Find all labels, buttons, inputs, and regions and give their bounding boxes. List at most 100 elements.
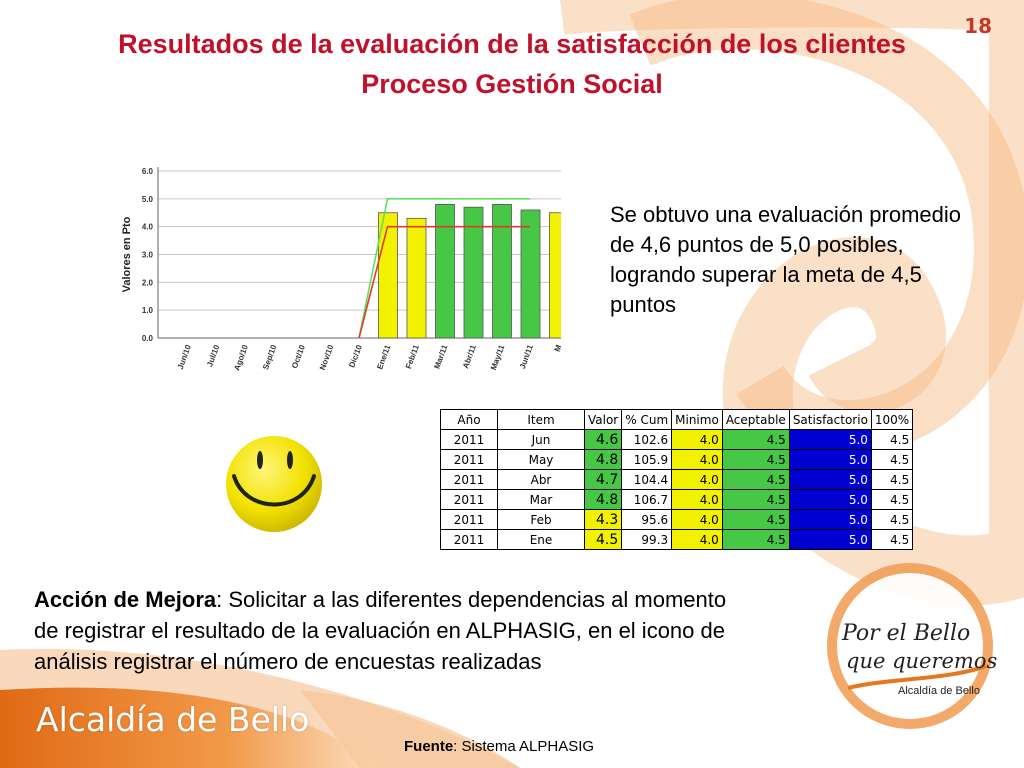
x-tick-label: M: [553, 343, 561, 353]
campaign-line3: Alcaldía de Bello: [898, 685, 980, 697]
bar: [520, 209, 541, 339]
cell-valor: 4.6: [583, 429, 623, 450]
cell-satisfactorio: 5.0: [788, 429, 872, 450]
cell-aceptable: 4.5: [721, 529, 790, 550]
cell-minimo: 4.0: [671, 429, 723, 450]
bar: [549, 212, 561, 339]
campaign-logo: Por el Bello que queremos Alcaldía de Be…: [818, 560, 1008, 730]
cell-aceptable: 4.5: [721, 509, 790, 530]
smiley-face-icon: [216, 424, 332, 540]
improvement-action-label: Acción de Mejora: [34, 587, 217, 612]
cell-satisfactorio: 5.0: [788, 469, 872, 490]
y-tick-label: 4.0: [142, 223, 154, 232]
cell-item: Abr: [497, 469, 585, 490]
cell-ano: 2011: [440, 469, 498, 490]
x-tick-label: Jun/11: [518, 343, 535, 370]
improvement-action: Acción de Mejora: Solicitar a las difere…: [34, 584, 734, 677]
y-axis-label: Valores en Pto: [121, 216, 133, 292]
cell-item: Ene: [497, 529, 585, 550]
cell-100: 4.5: [870, 429, 914, 450]
y-tick-label: 2.0: [142, 278, 154, 287]
x-tick-label: Abr/11: [461, 343, 478, 370]
cell-ano: 2011: [440, 529, 498, 550]
col-header-item: Item: [497, 409, 585, 430]
cell-aceptable: 4.5: [721, 469, 790, 490]
page-subtitle: Proceso Gestión Social: [361, 69, 663, 99]
cell-100: 4.5: [870, 489, 914, 510]
cell-ano: 2011: [440, 449, 498, 470]
campaign-line2: que queremos: [846, 649, 997, 673]
source-label: Fuente: [404, 738, 454, 755]
x-tick-label: Feb/11: [404, 343, 421, 370]
target-line-minimo: [358, 225, 530, 339]
cell-cum: 102.6: [621, 429, 673, 450]
target-line-satisfactorio: [358, 198, 530, 339]
cell-item: May: [497, 449, 585, 470]
x-tick-label: Oct/10: [290, 343, 307, 370]
cell-cum: 106.7: [621, 489, 673, 510]
alcaldia-logo: Alcaldía de Bello: [36, 700, 310, 739]
cell-item: Mar: [497, 489, 585, 510]
cell-cum: 95.6: [621, 509, 673, 530]
cell-aceptable: 4.5: [721, 429, 790, 450]
x-tick-label: Mar/11: [432, 343, 449, 370]
x-tick-label: Nov/10: [318, 343, 336, 371]
cell-aceptable: 4.5: [721, 449, 790, 470]
col-header-minimo: Minimo: [671, 409, 723, 430]
table-header-row: Año Item Valor % Cum Minimo Aceptable Sa…: [440, 409, 914, 430]
cell-satisfactorio: 5.0: [788, 529, 872, 550]
cell-valor: 4.3: [583, 509, 623, 530]
cell-valor: 4.5: [583, 529, 623, 550]
y-tick-label: 6.0: [142, 167, 154, 176]
source-text: : Sistema ALPHASIG: [453, 738, 595, 755]
x-tick-label: Ago/10: [232, 343, 250, 372]
y-tick-label: 3.0: [142, 251, 154, 260]
cell-minimo: 4.0: [671, 489, 723, 510]
col-header-aceptable: Aceptable: [721, 409, 790, 430]
y-tick-label: 1.0: [142, 306, 154, 315]
cell-100: 4.5: [870, 469, 914, 490]
x-tick-label: Sep/10: [261, 343, 278, 371]
col-header-ano: Año: [440, 409, 498, 430]
cell-item: Feb: [497, 509, 585, 530]
summary-text: Se obtuvo una evaluación promedio de 4,6…: [610, 202, 962, 317]
bar: [492, 204, 512, 339]
table-row: 2011 Abr 4.7 104.4 4.0 4.5 5.0 4.5: [440, 469, 914, 490]
cell-valor: 4.8: [583, 449, 623, 470]
cell-satisfactorio: 5.0: [788, 509, 872, 530]
cell-ano: 2011: [440, 429, 498, 450]
table-row: 2011 May 4.8 105.9 4.0 4.5 5.0 4.5: [440, 449, 914, 470]
page-number: 18: [964, 14, 992, 38]
x-tick-label: Jun/10: [176, 343, 193, 370]
table-row: 2011 Mar 4.8 106.7 4.0 4.5 5.0 4.5: [440, 489, 914, 510]
cell-ano: 2011: [440, 509, 498, 530]
bar-chart: 0.0 1.0 2.0 3.0 4.0 5.0 6.0 Valores en Pto Jun/1…: [121, 167, 561, 372]
bar: [435, 204, 455, 339]
cell-satisfactorio: 5.0: [788, 489, 872, 510]
x-tick-label: Ene/11: [375, 343, 392, 370]
cell-100: 4.5: [870, 529, 914, 550]
x-tick-label: Jul/10: [205, 343, 221, 368]
table-row: 2011 Jun 4.6 102.6 4.0 4.5 5.0 4.5: [440, 429, 914, 450]
cell-cum: 104.4: [621, 469, 673, 490]
x-tick-label: May/11: [489, 343, 507, 371]
results-table: Año Item Valor % Cum Minimo Aceptable Sa…: [440, 409, 914, 550]
cell-item: Jun: [497, 429, 585, 450]
bar: [406, 217, 427, 339]
cell-aceptable: 4.5: [721, 489, 790, 510]
cell-valor: 4.7: [583, 469, 623, 490]
col-header-valor: Valor: [583, 409, 623, 430]
cell-valor: 4.8: [583, 489, 623, 510]
chart-panel: 0.0 1.0 2.0 3.0 4.0 5.0 6.0 Valores en Pto Jun/1…: [33, 143, 561, 383]
cell-minimo: 4.0: [671, 449, 723, 470]
cell-100: 4.5: [870, 449, 914, 470]
cell-cum: 99.3: [621, 529, 673, 550]
cell-minimo: 4.0: [671, 529, 723, 550]
page-title: Resultados de la evaluación de la satisf…: [118, 29, 906, 59]
col-header-cum: % Cum: [621, 409, 673, 430]
col-header-satisfactorio: Satisfactorio: [788, 409, 872, 430]
table-row: 2011 Feb 4.3 95.6 4.0 4.5 5.0 4.5: [440, 509, 914, 530]
x-tick-label: Dic/10: [347, 343, 364, 369]
cell-cum: 105.9: [621, 449, 673, 470]
campaign-logo-graphic: Por el Bello que queremos Alcaldía de Be…: [827, 563, 997, 729]
